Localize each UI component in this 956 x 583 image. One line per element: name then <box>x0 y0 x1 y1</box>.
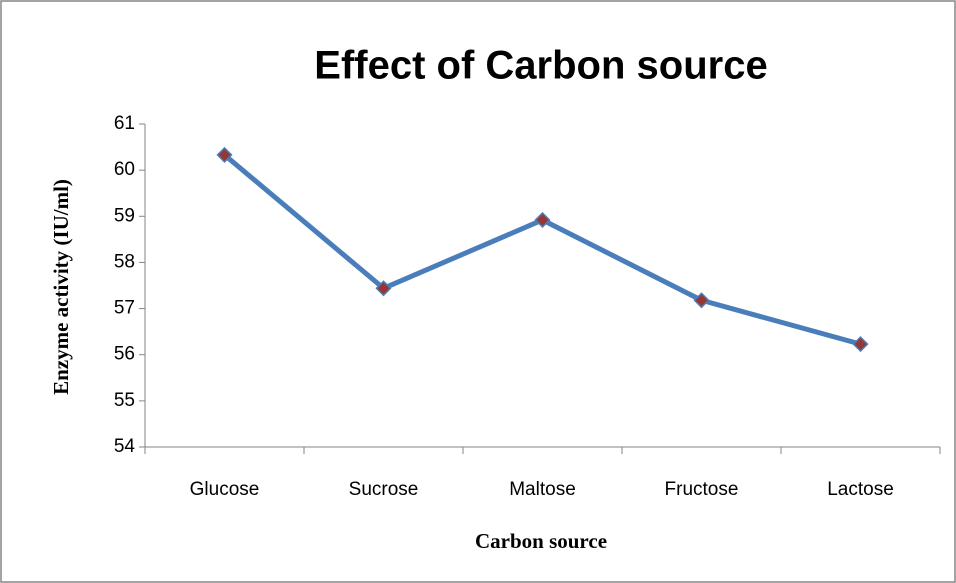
y-tick-label: 55 <box>114 390 135 411</box>
y-tick-label: 59 <box>114 205 135 226</box>
data-marker <box>693 292 710 309</box>
x-tick-label: Sucrose <box>349 479 419 500</box>
x-tick-label: Glucose <box>190 479 260 500</box>
x-tick-label: Fructose <box>665 479 739 500</box>
chart-title: Effect of Carbon source <box>314 44 767 88</box>
y-tick-label: 61 <box>114 113 135 134</box>
data-marker <box>216 146 233 163</box>
y-tick-label: 58 <box>114 251 135 272</box>
data-marker <box>375 280 392 297</box>
y-axis-label: Enzyme activity (IU/ml) <box>49 179 73 395</box>
y-tick-label: 60 <box>114 159 135 180</box>
x-tick-label: Lactose <box>827 479 894 500</box>
data-marker <box>534 211 551 229</box>
x-axis-label: Carbon source <box>475 529 607 553</box>
y-tick-label: 54 <box>114 436 136 457</box>
data-marker <box>852 336 869 353</box>
x-tick-label: Maltose <box>509 479 576 500</box>
y-tick-label: 56 <box>114 344 135 365</box>
y-tick-label: 57 <box>114 298 135 319</box>
